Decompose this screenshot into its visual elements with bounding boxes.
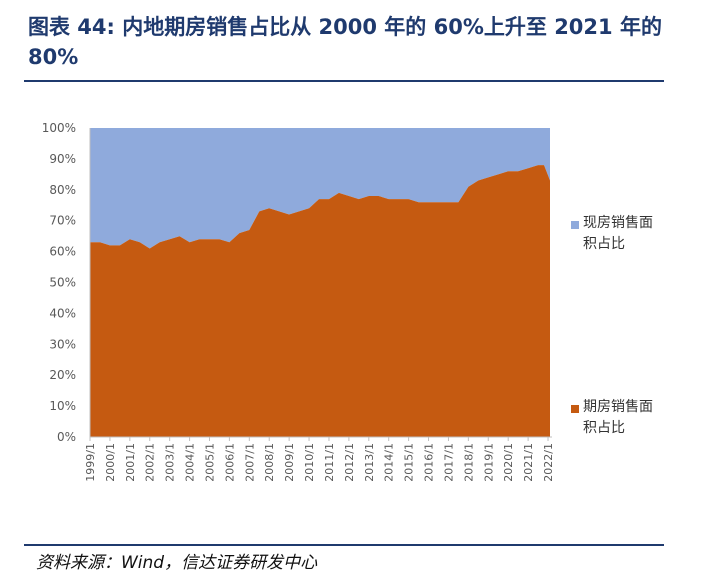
- x-tick-label: 2007/1: [243, 443, 256, 482]
- y-tick-label: 80%: [49, 183, 76, 197]
- x-tick-label: 2005/1: [203, 443, 216, 482]
- y-tick-label: 70%: [49, 214, 76, 228]
- x-tick-label: 2016/1: [423, 443, 436, 482]
- y-tick-label: 40%: [49, 306, 76, 320]
- x-tick-label: 2006/1: [223, 443, 236, 482]
- x-tick-label: 2017/1: [442, 443, 455, 482]
- y-tick-label: 100%: [42, 121, 76, 135]
- x-tick-label: 2014/1: [383, 443, 396, 482]
- x-tick-label: 2001/1: [124, 443, 137, 482]
- y-tick-label: 20%: [49, 368, 76, 382]
- y-tick-label: 60%: [49, 245, 76, 259]
- x-tick-label: 2000/1: [104, 443, 117, 482]
- y-tick-label: 90%: [49, 152, 76, 166]
- source-note: 资料来源：Wind，信达证券研发中心: [36, 553, 318, 573]
- legend-swatch-presale: [571, 405, 579, 413]
- footer-divider: [24, 544, 664, 546]
- x-tick-label: 2012/1: [343, 443, 356, 482]
- x-tick-label: 2020/1: [502, 443, 515, 482]
- chart-title: 图表 44: 内地期房销售占比从 2000 年的 60%上升至 2021 年的 …: [28, 15, 662, 69]
- x-tick-label: 2010/1: [303, 443, 316, 482]
- series-area-presale: [90, 165, 550, 437]
- x-tick-label: 2022/1: [542, 443, 555, 482]
- x-tick-label: 2011/1: [323, 443, 336, 482]
- legend-swatch-spot: [571, 221, 579, 229]
- y-tick-label: 30%: [49, 337, 76, 351]
- x-tick-label: 2021/1: [522, 443, 535, 482]
- x-tick-label: 2002/1: [144, 443, 157, 482]
- series-area-spot: [90, 128, 550, 249]
- x-tick-label: 2015/1: [403, 443, 416, 482]
- y-tick-label: 0%: [57, 430, 76, 444]
- legend-label-spot: 现房销售面积占比: [583, 215, 653, 252]
- x-tick-label: 1999/1: [84, 443, 97, 482]
- legend-label-presale: 期房销售面积占比: [583, 399, 653, 436]
- y-tick-label: 10%: [49, 399, 76, 413]
- x-tick-label: 2003/1: [164, 443, 177, 482]
- x-tick-label: 2018/1: [462, 443, 475, 482]
- x-tick-label: 2008/1: [263, 443, 276, 482]
- x-tick-label: 2019/1: [482, 443, 495, 482]
- area-chart: 0% 10% 20% 30% 40% 50% 60% 70% 80% 90% 100% 1999/1…: [42, 121, 555, 482]
- x-tick-label: 2013/1: [363, 443, 376, 482]
- x-tick-label: 2009/1: [283, 443, 296, 482]
- title-divider: [24, 80, 664, 82]
- y-tick-label: 50%: [49, 276, 76, 290]
- x-tick-label: 2004/1: [184, 443, 197, 482]
